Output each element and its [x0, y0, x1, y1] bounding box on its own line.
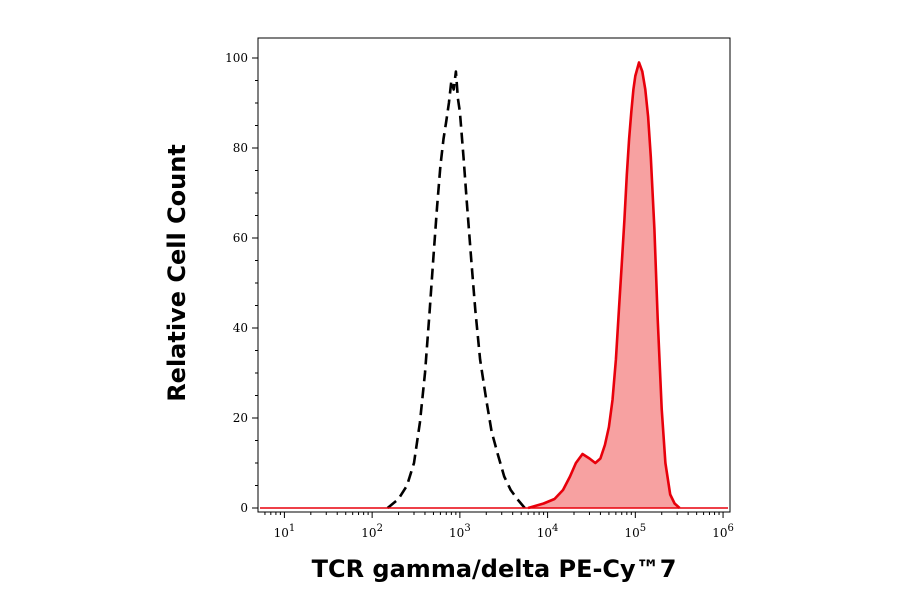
x-tick-label: 105: [624, 523, 646, 540]
x-tick-label: 104: [537, 523, 559, 540]
plot-frame: [257, 37, 731, 513]
y-tick-label: 0: [240, 501, 248, 515]
y-tick-label: 80: [233, 141, 248, 155]
y-axis-title: Relative Cell Count: [163, 144, 191, 402]
series-0-line: [386, 70, 526, 510]
x-axis-ticks: 101 102 103 104 105 106: [264, 512, 734, 540]
series-layer: [260, 61, 728, 510]
series-1-line: [527, 61, 681, 510]
y-axis-ticks: 0 20 40 60 80 100: [225, 51, 258, 515]
y-tick-label: 100: [225, 51, 248, 65]
x-tick-label: 103: [449, 523, 471, 540]
x-tick-label: 101: [274, 523, 296, 540]
x-tick-label: 102: [361, 523, 383, 540]
y-tick-label: 60: [233, 231, 248, 245]
x-tick-label: 106: [712, 523, 734, 540]
x-axis-title: TCR gamma/delta PE-Cy™7: [312, 555, 677, 583]
series-1-area: [528, 62, 680, 508]
y-tick-label: 40: [233, 321, 248, 335]
y-tick-label: 20: [233, 411, 248, 425]
